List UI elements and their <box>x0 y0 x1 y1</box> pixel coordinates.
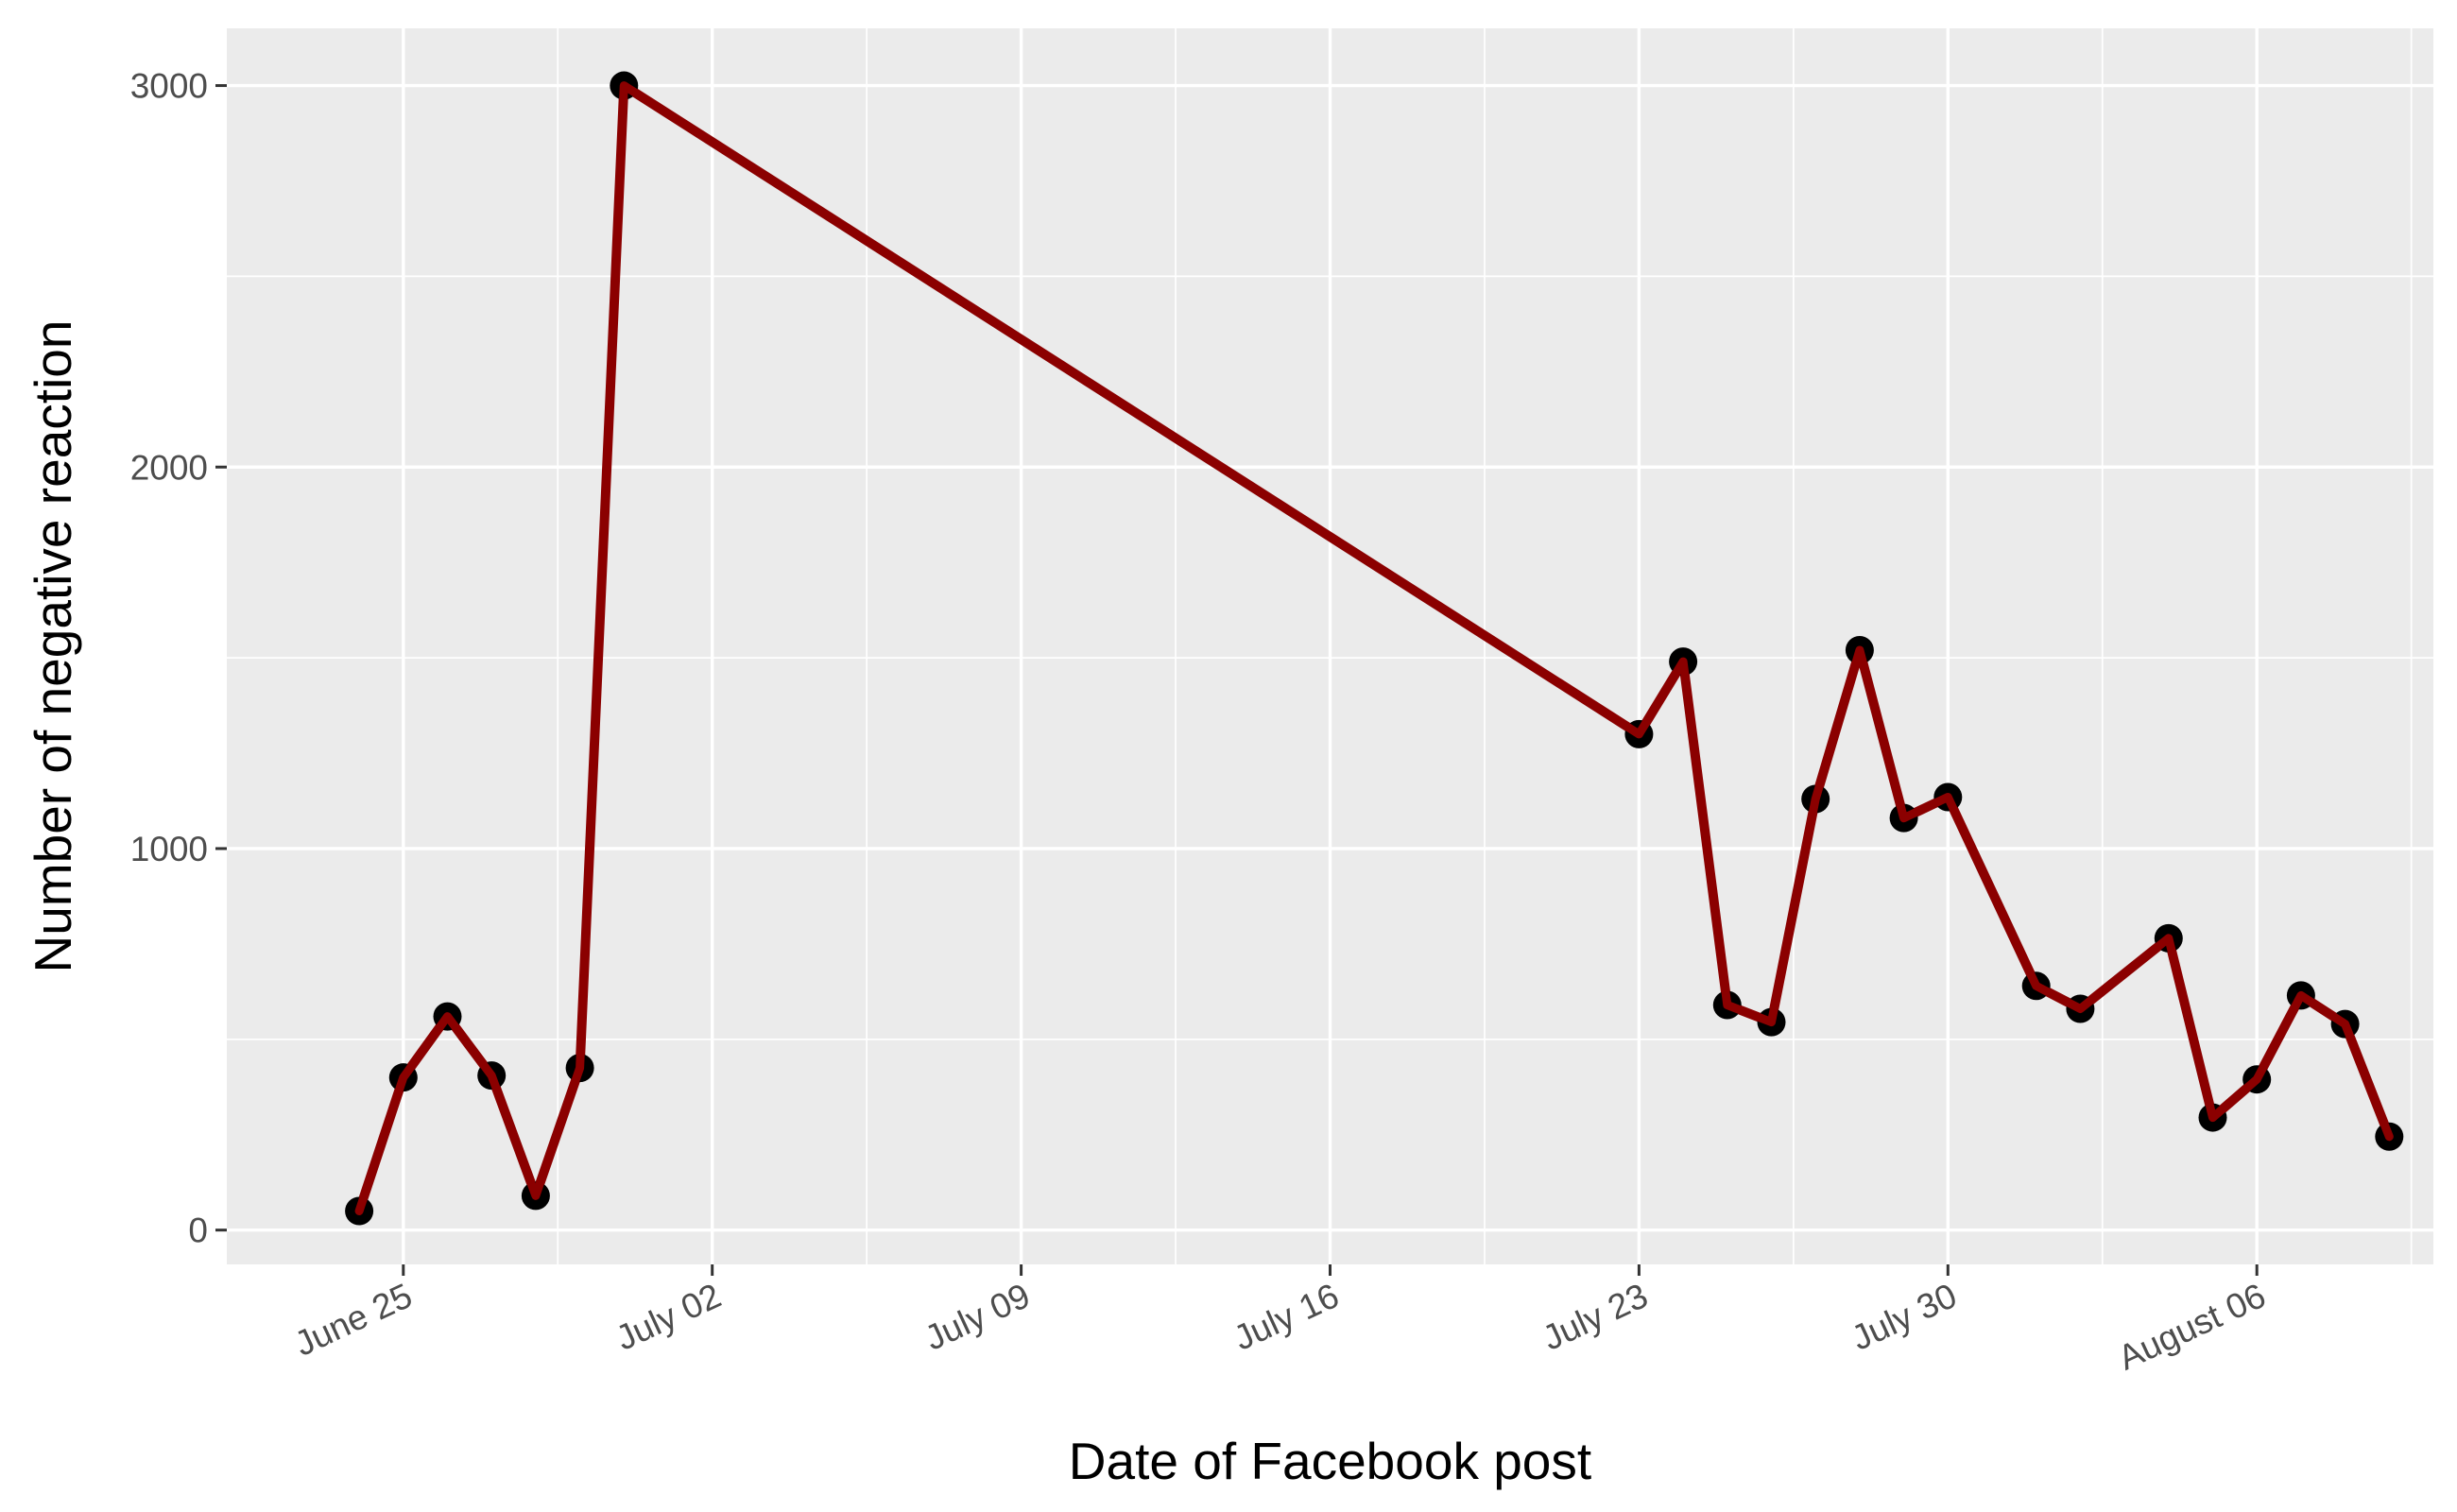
x-tick-label: July 09 <box>919 1276 1036 1358</box>
x-tick-label: August 06 <box>2112 1276 2271 1378</box>
major-gridlines <box>227 28 2433 1264</box>
x-tick-label: July 23 <box>1537 1276 1654 1358</box>
x-tick-label: July 02 <box>610 1276 728 1358</box>
data-points <box>345 71 2404 1226</box>
x-axis: June 25 July 02 July 09 July 16 July 23 July … <box>289 1264 2272 1378</box>
x-tick-label: July 30 <box>1846 1276 1963 1358</box>
y-tick-label: 2000 <box>130 448 208 487</box>
y-tick-label: 3000 <box>130 67 208 106</box>
x-axis-title: Date of Facebook post <box>1069 1432 1591 1490</box>
y-axis-title: Number of negative reaction <box>24 320 82 973</box>
x-tick-label: June 25 <box>289 1276 419 1364</box>
x-tick-label: July 16 <box>1228 1276 1345 1358</box>
y-tick-label: 0 <box>188 1211 208 1250</box>
y-tick-label: 1000 <box>130 830 208 868</box>
y-axis: 0 1000 2000 3000 <box>130 67 227 1250</box>
series-line-overlay <box>354 81 2394 1215</box>
